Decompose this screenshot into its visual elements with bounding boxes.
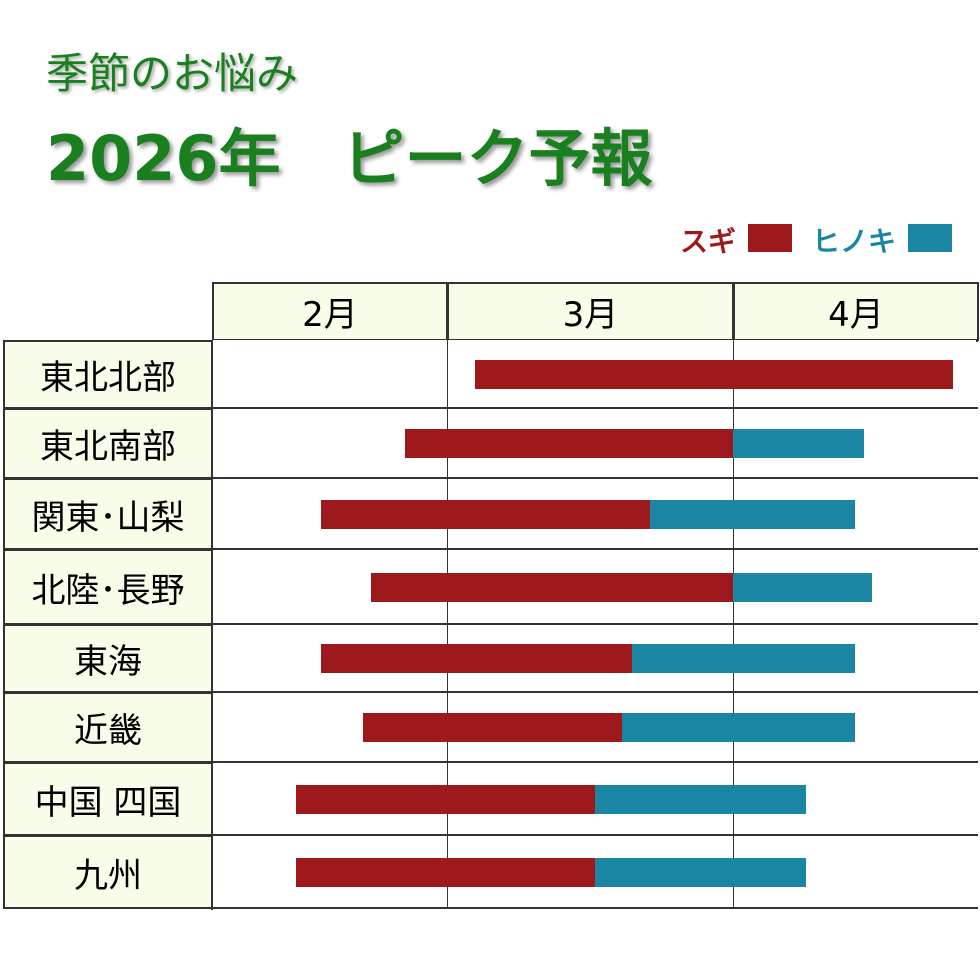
region-label: 東海 bbox=[3, 624, 213, 693]
bar-sugi bbox=[405, 429, 733, 458]
row-divider bbox=[212, 548, 978, 550]
title-line1: 季節のお悩み bbox=[46, 49, 299, 98]
row-divider bbox=[212, 477, 978, 479]
bar-sugi bbox=[321, 644, 632, 673]
region-label: 近畿 bbox=[3, 692, 213, 763]
region-label: 東北北部 bbox=[3, 340, 213, 409]
row-divider bbox=[212, 907, 978, 909]
bar-hinoki bbox=[622, 713, 856, 742]
legend-swatch-sugi bbox=[748, 224, 792, 252]
row-divider bbox=[212, 407, 978, 409]
region-label: 関東･山梨 bbox=[3, 478, 213, 550]
bar-hinoki bbox=[594, 857, 807, 887]
bar-sugi bbox=[321, 499, 650, 529]
legend-swatch-hinoki bbox=[908, 224, 952, 252]
bar-hinoki bbox=[594, 784, 807, 814]
region-label: 九州 bbox=[3, 835, 213, 909]
region-label: 北陸･長野 bbox=[3, 549, 213, 625]
bar-sugi bbox=[295, 784, 595, 814]
bar-sugi bbox=[363, 713, 623, 742]
region-label: 東北南部 bbox=[3, 408, 213, 479]
row-divider bbox=[212, 761, 978, 763]
legend-label-sugi: スギ bbox=[680, 225, 737, 258]
title-line2: 2026年 ピーク予報 bbox=[46, 122, 653, 195]
month-header: 4月 bbox=[733, 282, 979, 341]
bar-sugi bbox=[371, 572, 733, 602]
row-divider bbox=[212, 834, 978, 836]
plot-right-top bbox=[976, 340, 978, 342]
bar-hinoki bbox=[733, 429, 864, 458]
bar-hinoki bbox=[649, 499, 856, 529]
row-divider bbox=[212, 691, 978, 693]
bar-hinoki bbox=[631, 644, 856, 673]
month-header: 2月 bbox=[212, 282, 448, 341]
bar-sugi bbox=[295, 857, 595, 887]
month-header: 3月 bbox=[447, 282, 734, 341]
region-label: 中国 四国 bbox=[3, 762, 213, 836]
row-divider bbox=[212, 623, 978, 625]
bar-sugi bbox=[474, 360, 954, 389]
legend-label-hinoki: ヒノキ bbox=[812, 225, 897, 258]
bar-hinoki bbox=[733, 572, 872, 602]
